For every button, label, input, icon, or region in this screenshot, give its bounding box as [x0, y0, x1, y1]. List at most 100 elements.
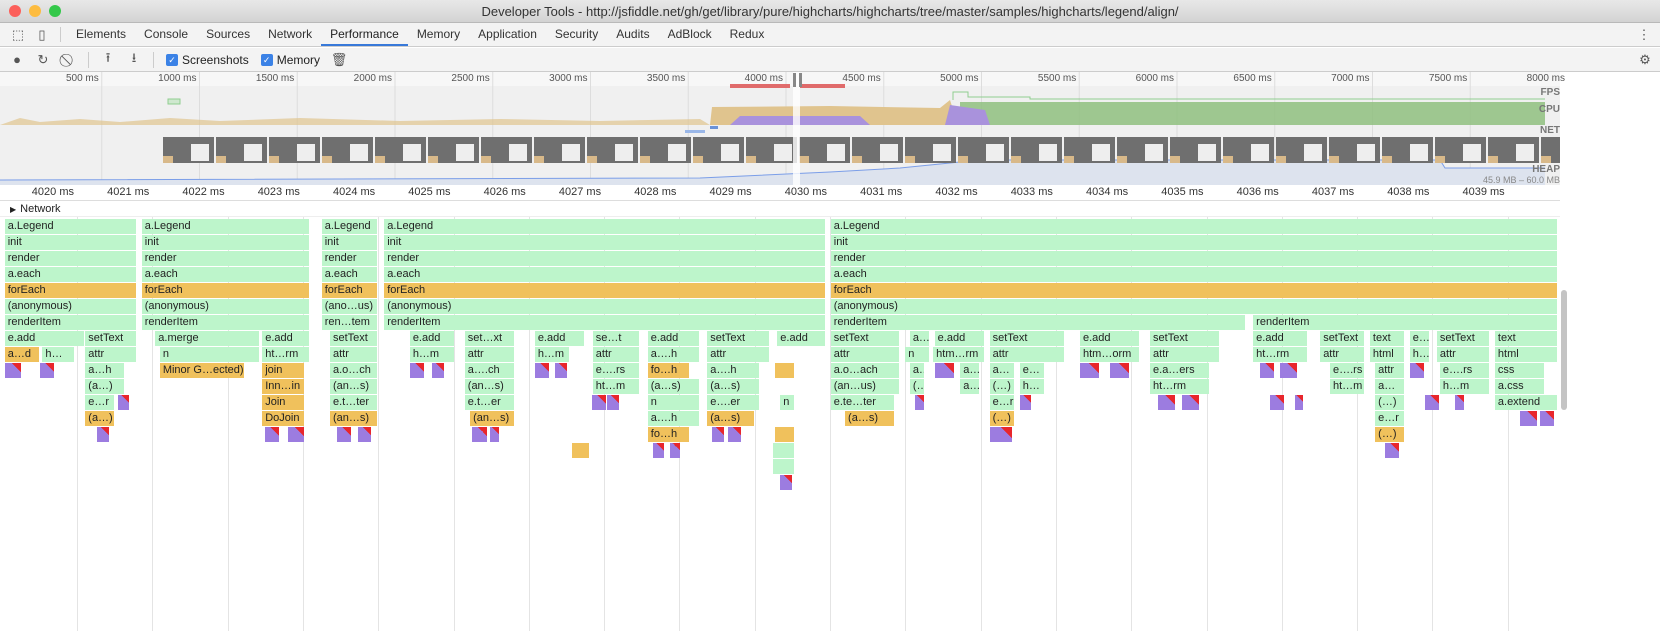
flame-call-a-each[interactable]: a.each: [830, 267, 1558, 282]
flame-call-anonymous[interactable]: (anonymous): [830, 299, 1558, 314]
flame-call-fo-h[interactable]: fo…h: [647, 427, 689, 442]
flame-call-a-each[interactable]: a.each: [321, 267, 378, 282]
flame-call-minor-g-ected[interactable]: Minor G…ected): [159, 363, 244, 378]
load-profile-button[interactable]: ⭱: [105, 49, 111, 65]
flame-call-an-s[interactable]: (an…s): [464, 379, 515, 394]
flame-chart[interactable]: a.Legend init render a.each forEach (anonymou…: [0, 217, 1560, 631]
flame-call-e-er[interactable]: e….er: [707, 395, 759, 410]
flame-call-e-r[interactable]: e…r: [85, 395, 114, 410]
flame-call-a[interactable]: a…: [909, 331, 930, 346]
flame-call-e-te-ter[interactable]: e.te…ter: [830, 395, 894, 410]
flame-call-set-xt[interactable]: set…xt: [464, 331, 515, 346]
flame-layout-event[interactable]: [915, 395, 924, 410]
flame-call-an-us[interactable]: (an…us): [830, 379, 900, 394]
flame-call-a[interactable]: a…: [960, 363, 979, 378]
flame-call-h-m[interactable]: h…m: [534, 347, 570, 362]
minimize-window-button[interactable]: [29, 5, 41, 17]
flame-call-render[interactable]: render: [321, 251, 378, 266]
flame-call-h[interactable]: h…: [1019, 379, 1045, 394]
tab-application[interactable]: Application: [478, 27, 537, 41]
flame-call-attr[interactable]: attr: [85, 347, 137, 362]
flame-call-fo-h[interactable]: fo…h: [647, 363, 689, 378]
flame-call-init[interactable]: init: [384, 235, 826, 250]
flame-call-htm-rm[interactable]: htm…rm: [933, 347, 985, 362]
flame-call-init[interactable]: init: [141, 235, 309, 250]
flame-layout-event[interactable]: [117, 395, 129, 410]
flame-layout-event[interactable]: [534, 363, 549, 378]
flame-call-[interactable]: (…): [989, 411, 1015, 426]
flame-call-a[interactable]: a…: [1375, 379, 1405, 394]
flame-call-n[interactable]: n: [159, 347, 259, 362]
flame-call-foreach[interactable]: forEach: [321, 283, 378, 298]
flame-layout-event[interactable]: [409, 363, 424, 378]
reload-record-button[interactable]: ↻: [37, 51, 49, 67]
flame-layout-event[interactable]: [592, 395, 607, 410]
flame-call-settext[interactable]: setText: [1150, 331, 1220, 346]
flame-call-a-d[interactable]: a…d: [4, 347, 40, 362]
flame-call-render[interactable]: render: [4, 251, 137, 266]
more-options-icon[interactable]: ⋮: [1637, 26, 1651, 42]
tab-console[interactable]: Console: [144, 27, 189, 41]
flame-call-a-each[interactable]: a.each: [384, 267, 826, 282]
flame-layout-event[interactable]: [287, 427, 305, 442]
flame-layout-event[interactable]: [934, 363, 954, 378]
flame-call-settext[interactable]: setText: [1436, 331, 1489, 346]
flame-call-anonymous[interactable]: (anonymous): [384, 299, 826, 314]
flame-call-a-s[interactable]: (a…s): [707, 411, 754, 426]
flame-call-renderitem[interactable]: renderItem: [384, 315, 826, 330]
flame-call-an-s[interactable]: (an…s): [470, 411, 515, 426]
flame-call-a-o-ach[interactable]: a.o…ach: [830, 363, 900, 378]
flame-call-settext[interactable]: setText: [989, 331, 1064, 346]
flame-call-e-r[interactable]: e…r: [989, 395, 1015, 410]
tab-network[interactable]: Network: [268, 27, 313, 41]
save-profile-button[interactable]: ⭳: [131, 49, 137, 65]
flame-call-a[interactable]: a…: [909, 363, 924, 378]
flame-call-attr[interactable]: attr: [1375, 363, 1405, 378]
flame-call-init[interactable]: init: [321, 235, 378, 250]
flame-layout-event[interactable]: [265, 427, 280, 442]
flame-call-ren-tem[interactable]: ren…tem: [321, 315, 378, 330]
device-toolbar-icon[interactable]: ▯: [38, 26, 46, 42]
flame-call-ht-rm[interactable]: ht…rm: [1150, 379, 1210, 394]
flame-layout-event[interactable]: [1259, 363, 1274, 378]
capture-settings-gear-icon[interactable]: ⚙: [1639, 51, 1651, 67]
tab-security[interactable]: Security: [554, 27, 599, 41]
flame-layout-event[interactable]: [1384, 443, 1399, 458]
flame-call-ht-m[interactable]: ht…m: [1329, 379, 1364, 394]
flame-layout-event[interactable]: [1110, 363, 1129, 378]
flame-call-ht-rm[interactable]: ht…rm: [262, 347, 309, 362]
flame-call-init[interactable]: init: [4, 235, 137, 250]
flame-layout-event[interactable]: [1279, 363, 1298, 378]
flame-call-render[interactable]: render: [384, 251, 826, 266]
flame-layout-event[interactable]: [489, 427, 500, 442]
flame-call-a-legend[interactable]: a.Legend: [384, 219, 826, 234]
flame-call-anonymous[interactable]: (anonymous): [4, 299, 137, 314]
flame-call-e-add[interactable]: e.add: [4, 331, 84, 346]
tab-sources[interactable]: Sources: [206, 27, 251, 41]
flame-call-foreach[interactable]: forEach: [384, 283, 826, 298]
flame-call-a-each[interactable]: a.each: [4, 267, 137, 282]
flame-call-e[interactable]: e…: [1409, 331, 1430, 346]
flame-call-a-s[interactable]: (a…s): [845, 411, 894, 426]
flame-event[interactable]: [772, 443, 795, 458]
flame-call-a-css[interactable]: a.css: [1494, 379, 1544, 394]
flame-call-[interactable]: (…): [909, 379, 924, 394]
flame-call-e-add[interactable]: e.add: [1079, 331, 1140, 346]
flame-layout-event[interactable]: [653, 443, 665, 458]
flame-call-a-legend[interactable]: a.Legend: [321, 219, 378, 234]
flame-layout-event[interactable]: [1454, 395, 1464, 410]
flame-call-e[interactable]: e…: [1019, 363, 1045, 378]
flame-call-foreach[interactable]: forEach: [830, 283, 1558, 298]
flame-layout-event[interactable]: [780, 475, 793, 490]
flame-call-a-h[interactable]: a….h: [647, 347, 699, 362]
flame-layout-event[interactable]: [472, 427, 488, 442]
flame-call-e-add[interactable]: e.add: [409, 331, 454, 346]
flame-call-html[interactable]: html: [1369, 347, 1405, 362]
tab-redux[interactable]: Redux: [729, 27, 765, 41]
flame-call-a-s[interactable]: (a…s): [707, 379, 759, 394]
flame-layout-event[interactable]: [555, 363, 567, 378]
flame-call-a-merge[interactable]: a.merge: [155, 331, 259, 346]
flame-layout-event[interactable]: [1181, 395, 1199, 410]
flame-call-foreach[interactable]: forEach: [141, 283, 309, 298]
flame-layout-event[interactable]: [711, 427, 725, 442]
